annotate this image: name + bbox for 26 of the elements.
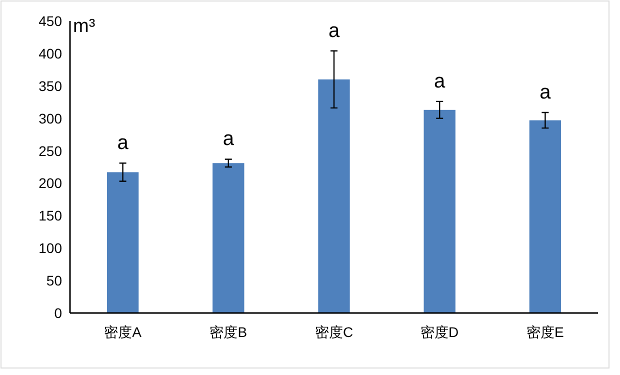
bar [212,163,244,313]
x-tick-label: 密度E [526,324,564,340]
y-tick-label: 250 [38,142,62,159]
annotation: a [222,128,235,150]
annotation: a [328,20,340,42]
bar [318,79,350,313]
y-tick-label: 350 [38,78,62,94]
x-tick-label: 密度B [210,324,248,340]
y-tick-label: 50 [46,272,62,289]
annotation: a [540,81,552,104]
x-tick-label: 密度A [104,324,142,340]
x-tick-label: 密度C [314,324,354,340]
y-tick-label: 300 [38,110,62,126]
x-tick-label: 密度D [420,324,459,340]
y-tick-label: 400 [38,45,62,62]
annotation: a [117,132,130,154]
bar [529,120,562,313]
y-tick-label: 200 [38,175,62,192]
bar [424,110,456,313]
bar [106,172,139,313]
y-tick-label: 150 [38,208,62,224]
y-axis-title: m³ [73,16,96,37]
y-tick-label: 100 [38,240,62,256]
y-tick-label: 0 [54,305,62,321]
annotation: a [434,70,446,92]
y-tick-label: 450 [38,13,62,29]
